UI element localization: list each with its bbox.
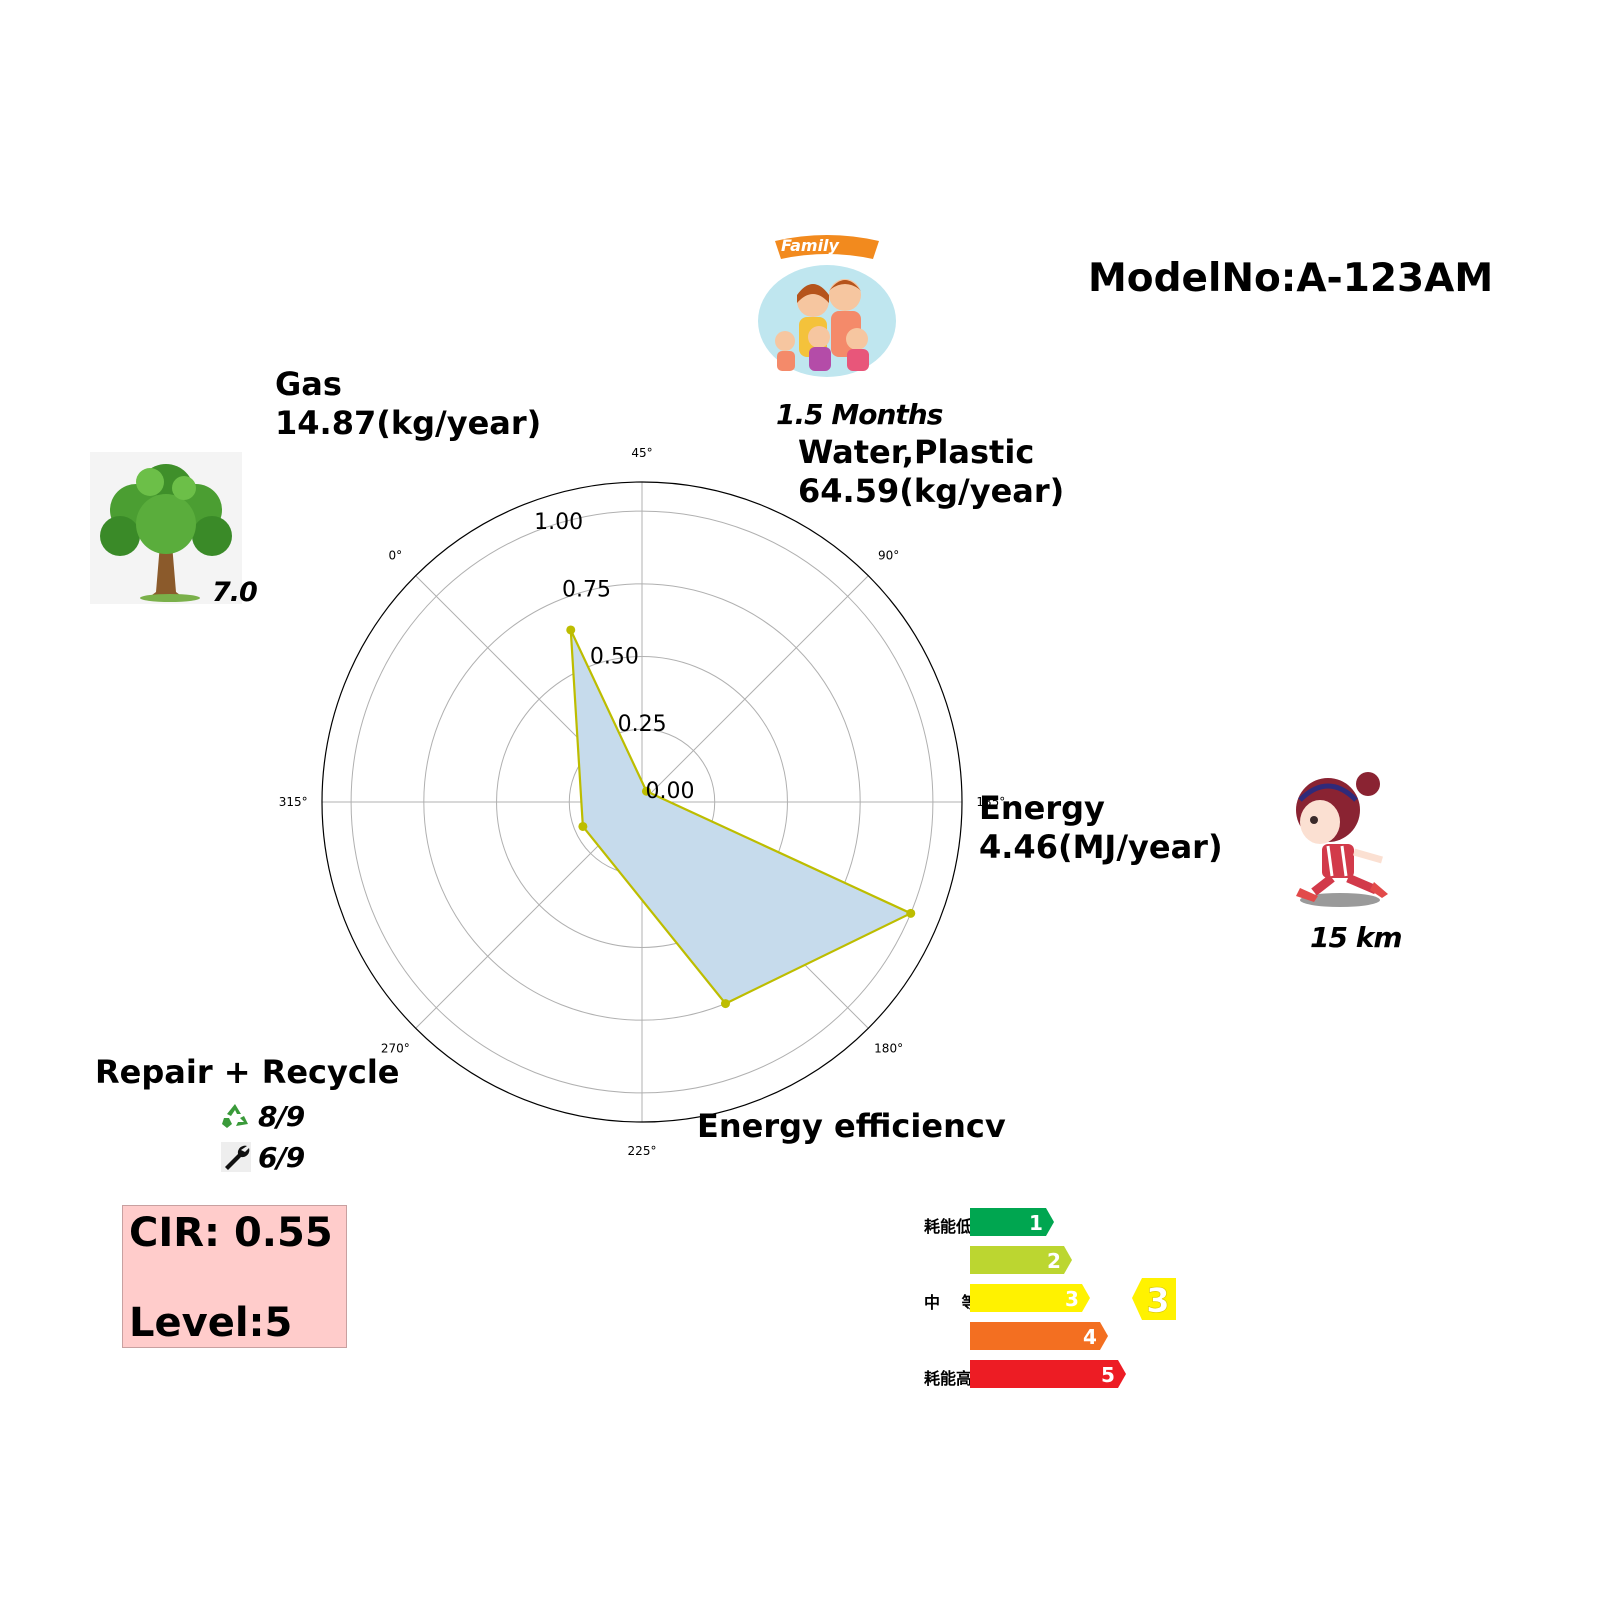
current-grade-number: 3: [1146, 1281, 1170, 1321]
energy-grade-number: 5: [1101, 1363, 1115, 1387]
repair-recycle-title: Repair + Recycle: [95, 1053, 400, 1091]
energy-grade-bar: [970, 1246, 1072, 1274]
polar-frame: [321, 481, 963, 1123]
energy-grade-number: 4: [1083, 1325, 1097, 1349]
repair-value: 6/9: [258, 1141, 305, 1174]
radial-tick-label: 0.25: [618, 712, 667, 737]
family-banner: Family: [781, 236, 839, 255]
gas-label: Gas 14.87(kg/year): [275, 365, 541, 443]
energy-grade-bar: [970, 1360, 1126, 1388]
radial-tick-label: 0.75: [562, 577, 611, 602]
energy-grade-number: 3: [1065, 1287, 1079, 1311]
radial-tick-label: 0.50: [590, 645, 639, 670]
energy-name: Energy: [979, 789, 1105, 827]
radial-tick-label: 1.00: [534, 510, 583, 535]
runner-icon: [1296, 772, 1388, 907]
angle-tick-label: 270°: [381, 1042, 410, 1056]
energy-grade-number: 2: [1047, 1249, 1061, 1273]
cir-box: CIR: 0.55 Level:5: [122, 1205, 347, 1348]
radar-data: [566, 625, 916, 1009]
water-label: Water,Plastic 64.59(kg/year): [798, 433, 1064, 511]
recycle-icon: [222, 1104, 248, 1128]
radar-point: [566, 625, 576, 635]
angular-gridline: [641, 575, 869, 803]
angle-tick-label: 0°: [389, 548, 403, 562]
family-icon: [758, 235, 896, 377]
water-value: 64.59(kg/year): [798, 472, 1065, 510]
angle-tick-label: 90°: [878, 548, 899, 562]
energy-grade-bar: [970, 1208, 1054, 1236]
angle-tick-label: 315°: [279, 795, 308, 809]
recycle-value: 8/9: [258, 1100, 305, 1133]
gas-value: 14.87(kg/year): [275, 404, 542, 442]
radar-point: [641, 786, 651, 796]
efficiency-label: Energy efficiencv: [697, 1107, 1006, 1145]
model-number: ModelNo:A-123AM: [1088, 256, 1494, 301]
tree-value: 7.0: [212, 577, 258, 608]
radar-point: [906, 908, 916, 918]
radar-ticks: 0° 45° 90° 135° 180° 225° 270° 315° 0.00 0.25 0.50…: [279, 446, 1006, 1158]
tree-icon: [90, 452, 242, 604]
radar-point: [578, 821, 588, 831]
energy-value: 4.46(MJ/year): [979, 828, 1223, 866]
current-grade-marker: [1132, 1278, 1176, 1320]
radial-tick-label: 0.00: [646, 779, 695, 804]
energy-low-label: 耗能低: [924, 1217, 973, 1236]
angle-tick-label: 45°: [631, 446, 652, 460]
gas-name: Gas: [275, 365, 342, 403]
energy-grade-number: 1: [1029, 1211, 1043, 1235]
energy-grade-bar: [970, 1322, 1108, 1350]
angle-tick-label: 135°: [976, 795, 1005, 809]
energy-mid-label: 中 等: [924, 1293, 986, 1312]
angle-tick-label: 180°: [874, 1042, 903, 1056]
angle-tick-label: 225°: [628, 1144, 657, 1158]
water-name: Water,Plastic: [798, 433, 1035, 471]
family-value: 1.5 Months: [776, 398, 943, 431]
radar-point: [720, 999, 730, 1009]
energy-label: Energy 4.46(MJ/year): [979, 789, 1223, 867]
radar-series-polygon: [569, 629, 914, 1005]
runner-value: 15 km: [1310, 921, 1403, 954]
wrench-icon: [221, 1142, 251, 1172]
energy-high-label: 耗能高: [924, 1369, 973, 1388]
cir-level: Level:5: [129, 1300, 293, 1346]
energy-grade-bar: [970, 1284, 1090, 1312]
cir-value: CIR: 0.55: [129, 1210, 333, 1256]
